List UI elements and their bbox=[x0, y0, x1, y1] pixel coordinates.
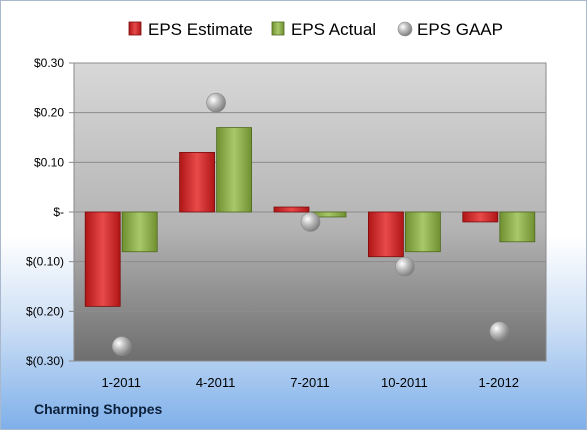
bars-layer bbox=[84, 127, 536, 307]
bar-eps-estimate bbox=[179, 151, 216, 213]
legend-item-eps-estimate: EPS Estimate bbox=[128, 20, 253, 39]
x-tick-label: 1-2011 bbox=[101, 375, 141, 390]
bar-eps-estimate bbox=[84, 211, 121, 307]
point-eps-gaap bbox=[111, 336, 132, 356]
bar-eps-actual bbox=[121, 211, 158, 253]
gaap-points-layer bbox=[111, 92, 510, 356]
y-tick-label: $(0.10) bbox=[26, 255, 64, 269]
point-eps-gaap bbox=[300, 212, 321, 232]
bar-eps-actual bbox=[499, 211, 536, 243]
y-axis: $0.30 $0.20 $0.10 $- $(0.10) $(0.20) $(0.30) bbox=[26, 56, 74, 368]
point-eps-gaap bbox=[395, 256, 415, 277]
x-tick-label: 1-2012 bbox=[479, 375, 519, 390]
y-tick-label: $- bbox=[53, 205, 64, 219]
x-tick-label: 10-2011 bbox=[381, 375, 428, 390]
legend-label: EPS GAAP bbox=[417, 20, 503, 39]
legend-swatch bbox=[271, 21, 285, 36]
legend-item-eps-gaap: EPS GAAP bbox=[397, 20, 503, 39]
x-tick-label: 7-2011 bbox=[290, 375, 330, 390]
bar-eps-actual bbox=[216, 127, 253, 213]
x-axis: 1-2011 4-2011 7-2011 10-2011 1-2012 bbox=[101, 375, 519, 390]
point-eps-gaap bbox=[489, 321, 510, 342]
y-tick-label: $0.30 bbox=[34, 56, 64, 70]
legend-marker bbox=[397, 21, 413, 37]
bar-eps-estimate bbox=[273, 206, 310, 213]
x-tick-label: 4-2011 bbox=[196, 375, 236, 390]
y-tick-label: $(0.30) bbox=[26, 354, 64, 368]
point-eps-gaap bbox=[206, 92, 226, 113]
legend-label: EPS Actual bbox=[291, 20, 376, 39]
legend-item-eps-actual: EPS Actual bbox=[271, 20, 376, 39]
legend: EPS Estimate EPS Actual EPS GAAP bbox=[128, 20, 503, 39]
y-tick-label: $(0.20) bbox=[26, 304, 64, 318]
y-tick-label: $0.10 bbox=[34, 155, 64, 169]
legend-label: EPS Estimate bbox=[148, 20, 253, 39]
gridlines bbox=[74, 62, 546, 362]
company-name: Charming Shoppes bbox=[34, 401, 163, 417]
y-tick-label: $0.20 bbox=[34, 106, 64, 120]
bar-eps-estimate bbox=[367, 211, 404, 258]
legend-swatch bbox=[128, 21, 142, 36]
bar-eps-actual bbox=[404, 211, 441, 253]
bar-eps-estimate bbox=[462, 211, 499, 223]
